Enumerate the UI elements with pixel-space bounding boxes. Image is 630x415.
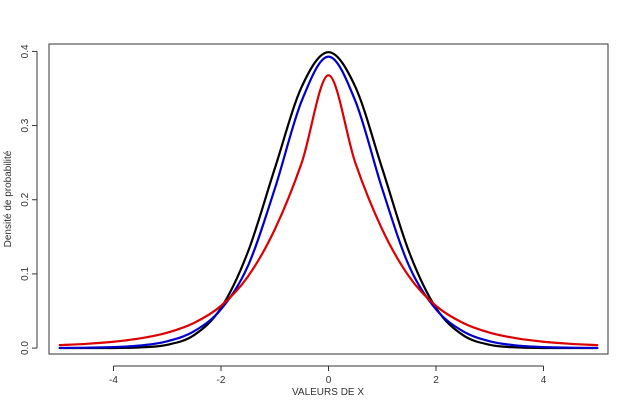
y-tick-label: 0.2: [20, 192, 31, 206]
y-tick-label: 0.4: [20, 44, 31, 58]
y-axis-label: Densité de probabilité: [3, 150, 14, 247]
x-tick-label: 4: [541, 375, 547, 386]
x-tick-label: 0: [326, 375, 332, 386]
x-tick-label: -4: [109, 375, 118, 386]
series-line-3: [58, 74, 599, 347]
series-line-2: [58, 55, 599, 350]
y-tick-label: 0.0: [20, 341, 31, 355]
x-tick-label: -2: [217, 375, 226, 386]
series-line-1: [58, 51, 599, 350]
plot-frame: [48, 43, 609, 355]
x-axis: -4 -2 0 2 4: [109, 365, 547, 386]
series-group: [58, 51, 599, 350]
y-axis: 0.0 0.1 0.2 0.3 0.4: [20, 44, 38, 355]
x-tick-label: 2: [433, 375, 439, 386]
x-axis-label: VALEURS DE X: [292, 387, 364, 398]
y-tick-label: 0.3: [20, 118, 31, 132]
y-tick-label: 0.1: [20, 267, 31, 281]
